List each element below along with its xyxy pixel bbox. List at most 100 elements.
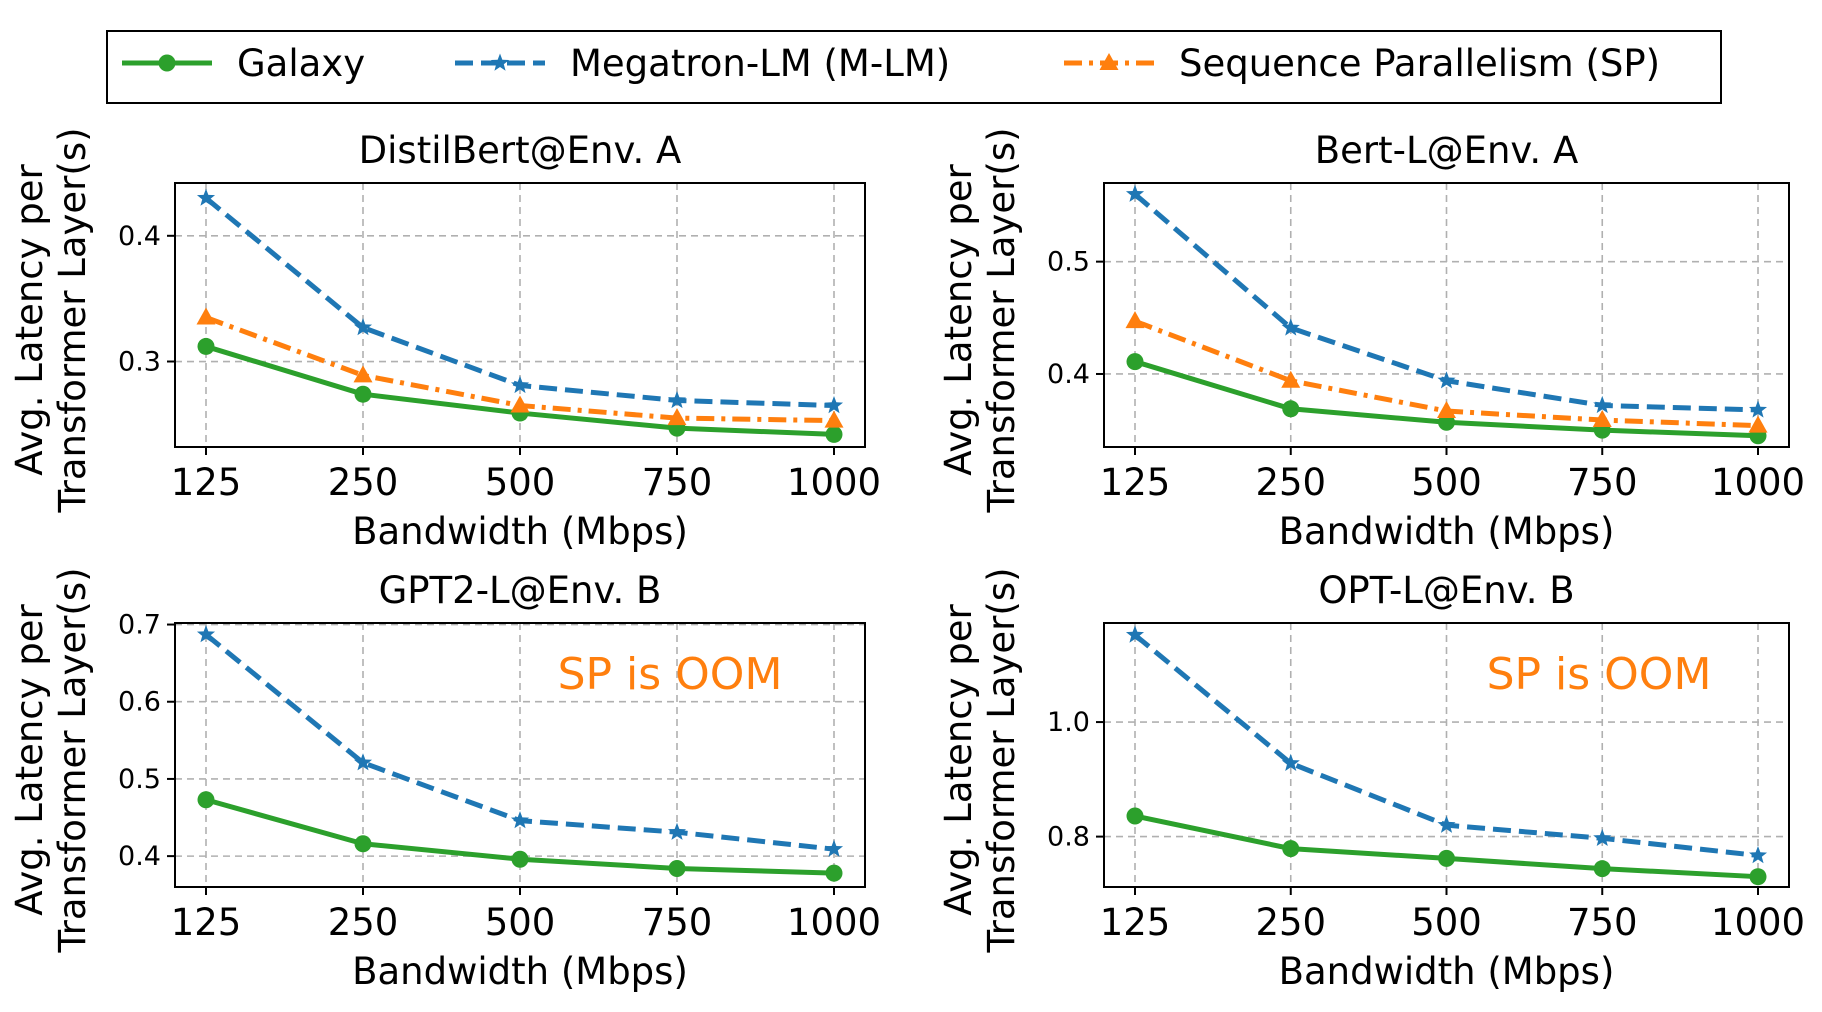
x-tick-label: 125 <box>1100 461 1171 504</box>
x-tick-label: 250 <box>328 901 399 944</box>
data-point <box>1592 410 1612 428</box>
y-tick-label: 0.3 <box>118 347 161 378</box>
x-tick-label: 250 <box>328 461 399 504</box>
x-tick-label: 500 <box>485 461 556 504</box>
data-point <box>1282 400 1300 418</box>
x-axis-label: Bandwidth (Mbps) <box>1279 950 1615 993</box>
y-axis-label: Transformer Layer(s) <box>980 567 1023 953</box>
x-tick-label: 500 <box>1411 461 1482 504</box>
annotation-text: SP is OOM <box>1487 649 1712 700</box>
series <box>197 791 843 882</box>
legend-label: Galaxy <box>237 42 365 85</box>
y-axis-label: Avg. Latency per <box>8 603 51 915</box>
y-tick-label: 0.5 <box>1047 247 1090 278</box>
legend-frame <box>106 30 1722 104</box>
y-tick-label: 0.4 <box>118 841 161 872</box>
legend-marker <box>1099 53 1119 70</box>
data-point <box>1593 860 1611 878</box>
x-axis-label: Bandwidth (Mbps) <box>1279 510 1615 553</box>
legend-label: Megatron-LM (M-LM) <box>570 42 950 85</box>
legend-item: Galaxy <box>122 42 365 85</box>
series <box>1126 807 1767 886</box>
data-point <box>354 385 372 403</box>
data-point <box>1593 395 1612 414</box>
legend-label: Sequence Parallelism (SP) <box>1179 42 1660 85</box>
data-point <box>196 307 216 325</box>
y-axis-label: Transformer Layer(s) <box>980 127 1023 513</box>
data-point <box>1125 184 1145 202</box>
x-tick-label: 125 <box>1100 901 1171 944</box>
y-axis-label: Avg. Latency per <box>8 163 51 475</box>
data-point <box>197 337 215 355</box>
data-point <box>510 395 530 413</box>
chart-panel: 125 250 500 750 1000 0.4 0.5 0.6 0.7 GPT2-L@Env. … <box>8 567 881 993</box>
x-tick-label: 1000 <box>787 461 881 504</box>
data-point <box>353 753 373 771</box>
data-point <box>1438 849 1455 867</box>
x-tick-label: 1000 <box>787 901 881 944</box>
chart-panel: 125 250 500 750 1000 0.3 0.4 DistilBert@Env. A B… <box>8 127 881 553</box>
x-tick-label: 125 <box>171 901 242 944</box>
chart-title: Bert-L@Env. A <box>1315 129 1579 172</box>
data-point <box>667 408 687 426</box>
y-axis-label: Avg. Latency per <box>937 163 980 475</box>
legend-item: Megatron-LM (M-LM) <box>455 42 950 85</box>
data-point <box>354 835 372 853</box>
data-point <box>1281 753 1300 771</box>
data-point <box>825 864 843 882</box>
data-point <box>1437 371 1456 389</box>
x-tick-label: 750 <box>642 901 713 944</box>
y-tick-label: 0.5 <box>118 764 161 795</box>
x-tick-label: 1000 <box>1711 901 1805 944</box>
series <box>1125 311 1768 433</box>
data-point <box>1748 846 1768 864</box>
y-axis-label: Transformer Layer(s) <box>51 127 94 513</box>
x-tick-label: 250 <box>1255 461 1326 504</box>
data-point <box>197 791 215 809</box>
data-point <box>667 390 687 409</box>
data-point <box>510 811 530 829</box>
data-point <box>1748 400 1768 418</box>
data-point <box>196 188 216 206</box>
data-point <box>1749 868 1767 886</box>
series <box>196 307 844 428</box>
data-point <box>1126 807 1144 825</box>
data-point <box>1126 353 1144 371</box>
x-tick-label: 125 <box>171 461 242 504</box>
data-point <box>1281 318 1300 336</box>
data-point <box>824 410 844 428</box>
x-tick-label: 750 <box>642 461 713 504</box>
x-tick-label: 750 <box>1567 461 1638 504</box>
series <box>1125 184 1768 418</box>
data-point <box>1748 415 1768 433</box>
chart-panel: 125 250 500 750 1000 0.8 1.0 OPT-L@Env. B Bandwi… <box>937 567 1805 993</box>
data-point <box>824 396 844 414</box>
chart-title: DistilBert@Env. A <box>359 129 682 172</box>
data-point <box>1437 815 1456 833</box>
data-point <box>510 375 530 394</box>
x-tick-label: 500 <box>1411 901 1482 944</box>
y-tick-label: 0.4 <box>1047 359 1090 390</box>
y-axis-label: Transformer Layer(s) <box>51 567 94 953</box>
y-tick-label: 0.7 <box>118 610 161 641</box>
y-tick-label: 0.8 <box>1047 822 1090 853</box>
y-axis-label: Avg. Latency per <box>937 603 980 915</box>
chart-title: OPT-L@Env. B <box>1318 569 1574 612</box>
chart-title: GPT2-L@Env. B <box>379 569 662 612</box>
legend-marker <box>158 54 176 72</box>
data-point <box>824 839 844 857</box>
data-point <box>1125 625 1145 643</box>
chart-panel: 125 250 500 750 1000 0.4 0.5 Bert-L@Env. A Bandw… <box>937 127 1805 553</box>
data-point <box>1437 401 1456 419</box>
series <box>196 188 844 414</box>
series <box>1125 625 1768 864</box>
legend-marker <box>490 53 510 71</box>
x-axis-label: Bandwidth (Mbps) <box>352 510 688 553</box>
series <box>196 625 844 857</box>
data-point <box>511 850 529 868</box>
data-point <box>196 625 216 643</box>
data-point <box>1282 840 1300 858</box>
x-tick-label: 750 <box>1567 901 1638 944</box>
legend-item: Sequence Parallelism (SP) <box>1064 42 1660 85</box>
